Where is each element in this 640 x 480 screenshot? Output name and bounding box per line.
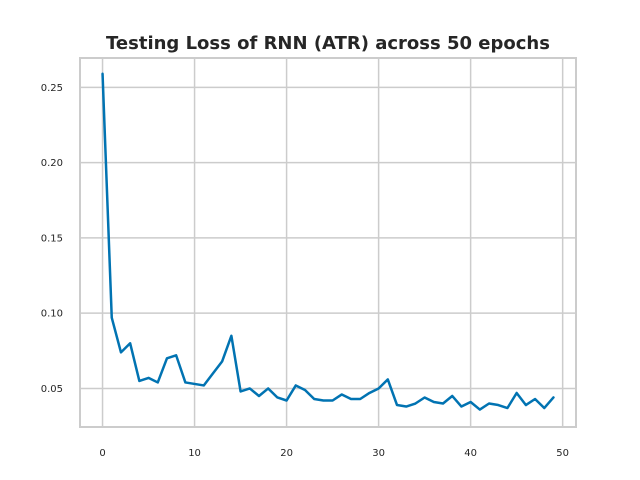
y-tick-label: 0.10 (41, 309, 63, 320)
chart-title: Testing Loss of RNN (ATR) across 50 epoc… (106, 33, 550, 54)
y-tick-label: 0.15 (41, 233, 63, 244)
x-tick-label: 40 (464, 448, 477, 459)
plot-frame (79, 57, 577, 428)
y-tick-label: 0.20 (41, 158, 63, 169)
series-line (101, 72, 555, 411)
x-tick-label: 0 (99, 448, 105, 459)
y-tick-label: 0.05 (41, 384, 63, 395)
x-tick-label: 30 (372, 448, 385, 459)
y-tick-label: 0.25 (41, 83, 63, 94)
x-tick-label: 20 (280, 448, 293, 459)
tick-label-layer: 0 10 20 30 40 50 0.05 0.10 0.15 0.20 0.25 (41, 83, 569, 459)
series-layer (101, 72, 555, 411)
x-tick-label: 50 (556, 448, 569, 459)
grid-layer (80, 58, 576, 427)
x-tick-label: 10 (188, 448, 201, 459)
